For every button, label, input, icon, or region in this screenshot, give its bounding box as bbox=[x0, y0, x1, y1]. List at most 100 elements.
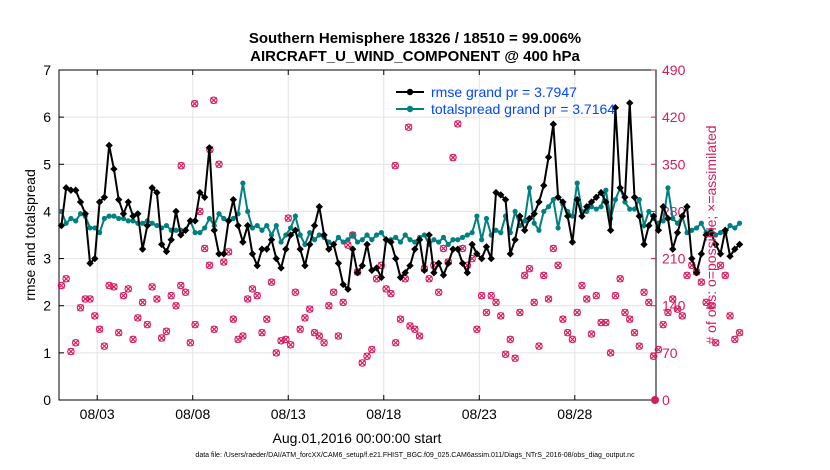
obs-possible-marker bbox=[272, 349, 281, 357]
obs-possible-marker bbox=[659, 320, 667, 329]
rmse-marker bbox=[110, 165, 118, 173]
obs-possible-marker bbox=[243, 295, 252, 303]
obs-assimilated-marker bbox=[516, 309, 524, 316]
obs-assimilated-marker bbox=[172, 302, 180, 310]
obs-assimilated-marker bbox=[163, 327, 170, 335]
obs-assimilated-marker bbox=[153, 295, 161, 303]
x-tick-label: 08/03 bbox=[80, 406, 115, 422]
rmse-marker bbox=[430, 269, 438, 277]
obs-possible-marker bbox=[315, 332, 324, 340]
totalspread-marker bbox=[455, 237, 461, 243]
obs-possible-marker bbox=[229, 315, 238, 323]
x-tick-label: 08/18 bbox=[366, 406, 401, 422]
totalspread-marker bbox=[545, 204, 552, 210]
obs-possible-marker bbox=[186, 339, 195, 347]
totalspread-marker bbox=[96, 230, 103, 236]
totalspread-marker bbox=[335, 234, 341, 240]
obs-possible-marker bbox=[492, 298, 500, 307]
rmse-marker bbox=[468, 240, 476, 249]
obs-assimilated-marker bbox=[191, 100, 199, 108]
totalspread-marker bbox=[555, 225, 561, 231]
obs-possible-marker bbox=[210, 325, 218, 334]
obs-assimilated-marker bbox=[110, 283, 118, 291]
obs-possible-marker bbox=[81, 295, 90, 303]
totalspread-marker bbox=[665, 185, 671, 191]
obs-possible-marker bbox=[67, 347, 75, 356]
totalspread-marker bbox=[646, 208, 652, 215]
obs-possible-marker bbox=[181, 288, 190, 296]
obs-possible-marker bbox=[200, 244, 209, 253]
rmse-marker bbox=[587, 198, 596, 206]
obs-assimilated-marker bbox=[229, 315, 237, 323]
rmse-marker bbox=[406, 261, 414, 270]
rmse-marker bbox=[162, 247, 171, 256]
rmse-marker bbox=[420, 266, 429, 275]
obs-possible-marker bbox=[368, 345, 376, 354]
y-tick-label-right: 70 bbox=[662, 345, 678, 361]
obs-possible-marker bbox=[630, 328, 639, 337]
grid-lines bbox=[59, 69, 656, 401]
obs-possible-marker bbox=[635, 342, 644, 350]
obs-assimilated-marker bbox=[478, 292, 486, 300]
obs-possible-marker bbox=[540, 271, 548, 280]
rmse-marker bbox=[549, 120, 557, 128]
obs-possible-marker bbox=[673, 305, 682, 313]
rmse-marker bbox=[296, 245, 304, 253]
totalspread-marker bbox=[459, 234, 466, 240]
obs-assimilated-marker bbox=[650, 352, 658, 360]
rmse-marker bbox=[363, 240, 371, 249]
obs-assimilated-marker bbox=[186, 339, 194, 347]
totalspread-marker bbox=[483, 215, 490, 222]
totalspread-marker bbox=[440, 234, 447, 240]
obs-possible-marker bbox=[215, 160, 223, 169]
obs-possible-marker bbox=[209, 96, 218, 105]
totalspread-marker bbox=[240, 180, 246, 186]
obs-possible-marker bbox=[616, 275, 624, 283]
totalspread-marker bbox=[641, 222, 647, 229]
rmse-marker bbox=[506, 250, 515, 258]
obs-assimilated-marker bbox=[583, 295, 591, 303]
totalspread-marker bbox=[364, 232, 370, 238]
totalspread-marker bbox=[163, 222, 170, 229]
totalspread-marker bbox=[541, 208, 547, 215]
obs-assimilated-marker bbox=[626, 315, 634, 323]
obs-assimilated-marker bbox=[645, 298, 653, 306]
obs-possible-marker bbox=[664, 308, 672, 317]
obs-possible-marker bbox=[157, 334, 166, 342]
rmse-marker bbox=[482, 243, 491, 251]
rmse-marker bbox=[124, 198, 132, 206]
obs-assimilated-marker bbox=[588, 330, 595, 338]
obs-assimilated-marker bbox=[654, 346, 662, 353]
obs-assimilated-marker bbox=[411, 325, 419, 333]
totalspread-marker bbox=[431, 237, 437, 243]
rmse-marker bbox=[640, 240, 648, 249]
rmse-marker bbox=[76, 198, 85, 206]
totalspread-marker bbox=[206, 215, 213, 222]
rmse-marker bbox=[215, 250, 223, 258]
rmse-marker bbox=[267, 236, 276, 244]
totalspread-marker bbox=[407, 237, 413, 243]
totalspread-marker bbox=[120, 215, 127, 222]
rmse-marker bbox=[688, 254, 696, 263]
obs-assimilated-marker bbox=[296, 325, 304, 333]
totalspread-marker bbox=[311, 237, 318, 243]
obs-assimilated-marker bbox=[530, 298, 538, 306]
y-tick-label-left: 2 bbox=[43, 298, 51, 314]
totalspread-marker bbox=[670, 215, 676, 222]
totalspread-marker bbox=[192, 230, 198, 236]
obs-possible-marker bbox=[554, 261, 562, 270]
obs-assimilated-marker bbox=[210, 96, 218, 104]
rmse-marker bbox=[683, 203, 691, 211]
obs-assimilated-marker bbox=[449, 154, 457, 161]
rmse-marker bbox=[692, 269, 701, 277]
totalspread-marker bbox=[479, 237, 485, 243]
totalspread-marker bbox=[73, 218, 79, 224]
totalspread-marker bbox=[636, 197, 642, 203]
obs-possible-marker bbox=[587, 330, 596, 338]
rmse-marker bbox=[554, 193, 562, 201]
rmse-marker bbox=[372, 264, 381, 272]
obs-assimilated-marker bbox=[397, 315, 404, 323]
rmse-marker bbox=[134, 210, 142, 218]
rmse-marker bbox=[606, 226, 615, 234]
